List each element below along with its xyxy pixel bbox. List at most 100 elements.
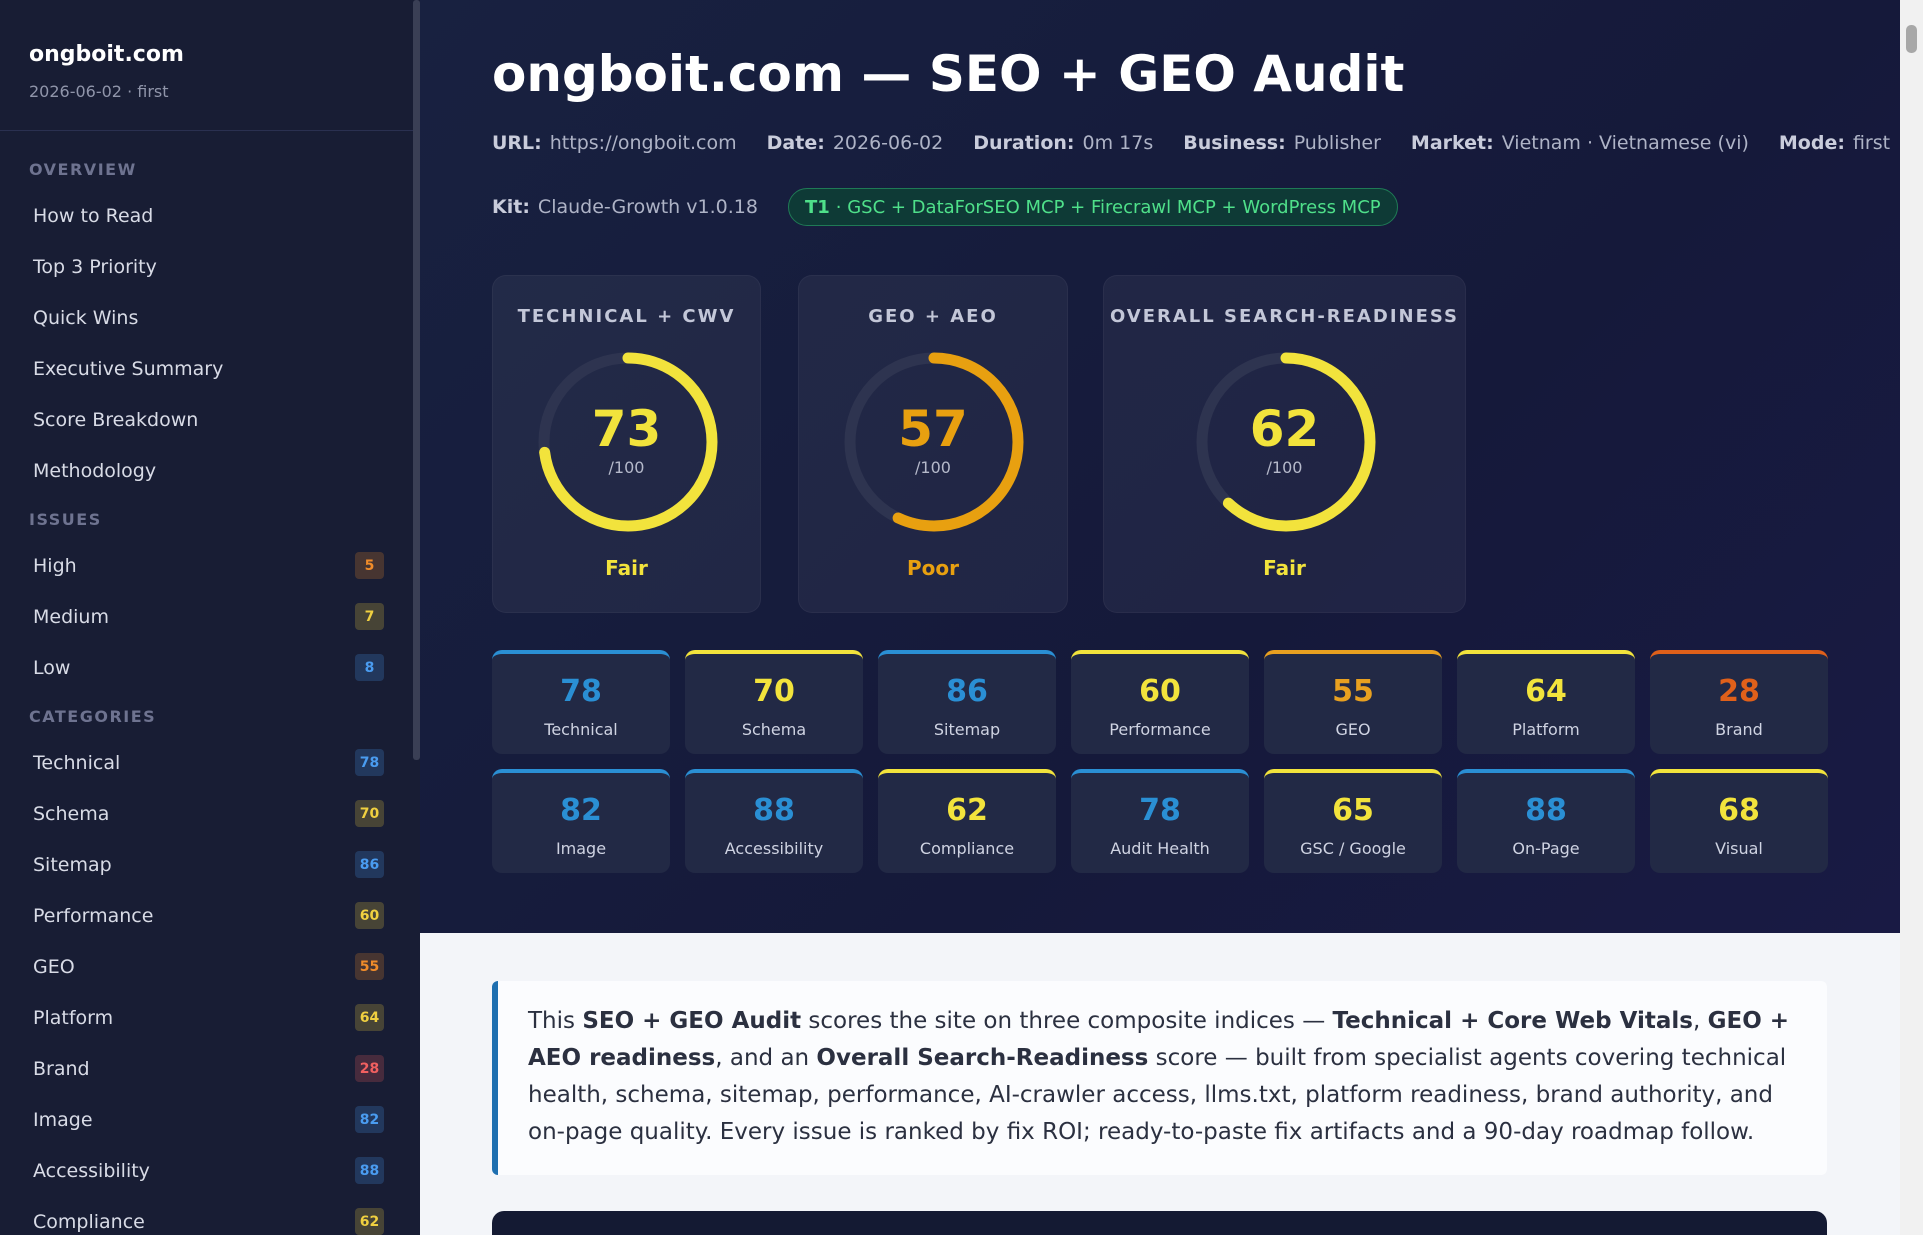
- gauge-max: /100: [1266, 458, 1303, 477]
- section-heading: CATEGORIES: [29, 707, 157, 726]
- score-tile[interactable]: 88 Accessibility: [685, 769, 863, 873]
- nav-item[interactable]: Quick Wins: [0, 292, 420, 343]
- nav-item[interactable]: Score Breakdown: [0, 394, 420, 445]
- nav-item[interactable]: Compliance 62: [0, 1196, 420, 1235]
- nav-item[interactable]: High 5: [0, 540, 420, 591]
- score-tile[interactable]: 68 Visual: [1650, 769, 1828, 873]
- meta-key: Market:: [1410, 132, 1494, 154]
- nav-label: Platform: [33, 1006, 114, 1029]
- score-tile[interactable]: 60 Performance: [1071, 650, 1249, 754]
- nav-item[interactable]: Performance 60: [0, 890, 420, 941]
- score-tile[interactable]: 65 GSC / Google: [1264, 769, 1442, 873]
- meta-value: 2026-06-02: [832, 132, 944, 154]
- tile-label: Brand: [1715, 720, 1763, 739]
- meta-key: Duration:: [973, 132, 1075, 154]
- nav-label: Image: [33, 1108, 93, 1131]
- tile-label: Performance: [1109, 720, 1211, 739]
- score-tile[interactable]: 62 Compliance: [878, 769, 1056, 873]
- count-badge: 62: [355, 1208, 384, 1235]
- nav-item[interactable]: Accessibility 88: [0, 1145, 420, 1196]
- tile-score: 70: [753, 674, 795, 709]
- section-heading: ISSUES: [29, 510, 102, 529]
- nav-section: ISSUES High 5 Medium 7 Low 8: [0, 510, 420, 693]
- tile-label: Compliance: [919, 839, 1015, 858]
- gauge-rating: Fair: [1263, 556, 1306, 580]
- emphasis: GEO + AEO readiness: [528, 1008, 1790, 1071]
- nav-item[interactable]: Brand 28: [0, 1043, 420, 1094]
- scrollbar[interactable]: [413, 0, 420, 760]
- count-badge: 7: [355, 603, 384, 630]
- nav-item[interactable]: Schema 70: [0, 788, 420, 839]
- tile-label: Audit Health: [1110, 839, 1210, 858]
- nav-label: Sitemap: [33, 853, 112, 876]
- tile-score: 60: [1139, 674, 1181, 709]
- nav-sections: OVERVIEW How to Read Top 3 Priority Quick W…: [0, 160, 420, 1235]
- nav-item[interactable]: Platform 64: [0, 992, 420, 1043]
- meta-value: 0m 17s: [1082, 132, 1154, 154]
- meta-value: Publisher: [1293, 132, 1381, 154]
- tile-score: 55: [1332, 674, 1374, 709]
- nav-label: Performance: [33, 904, 154, 927]
- meta-key: Business:: [1183, 132, 1286, 154]
- score-tile[interactable]: 64 Platform: [1457, 650, 1635, 754]
- section-heading: OVERVIEW: [29, 160, 137, 179]
- score-tile[interactable]: 78 Audit Health: [1071, 769, 1249, 873]
- kit-row: Kit: Claude-Growth v1.0.18 T1 · GSC + Data…: [492, 188, 1398, 226]
- tile-label: Accessibility: [724, 839, 824, 858]
- gauge-arc: [538, 352, 717, 532]
- gauge-rating: Fair: [605, 556, 648, 580]
- meta-key: URL:: [492, 132, 542, 154]
- meta-value: https://ongboit.com: [549, 132, 737, 154]
- page-scrollbar[interactable]: [1900, 0, 1923, 1235]
- nav-label: Score Breakdown: [33, 408, 199, 431]
- score-tile[interactable]: 78 Technical: [492, 650, 670, 754]
- count-badge: 82: [355, 1106, 384, 1133]
- gauge-card: TECHNICAL + CWV 73/100 Fair: [492, 275, 761, 613]
- nav-item[interactable]: Technical 78: [0, 737, 420, 788]
- emphasis: SEO + GEO Audit: [582, 1008, 802, 1034]
- score-tile[interactable]: 82 Image: [492, 769, 670, 873]
- page-title: ongboit.com — SEO + GEO Audit: [492, 45, 1405, 103]
- tile-score: 28: [1718, 674, 1760, 709]
- meta-item: Market: Vietnam · Vietnamese (vi): [1411, 132, 1749, 154]
- count-badge: 86: [355, 851, 384, 878]
- tile-label: Platform: [1512, 720, 1580, 739]
- tier-badge: T1 · GSC + DataForSEO MCP + Firecrawl MCP…: [787, 188, 1398, 226]
- score-tile[interactable]: 28 Brand: [1650, 650, 1828, 754]
- nav-item[interactable]: Sitemap 86: [0, 839, 420, 890]
- hero: ongboit.com — SEO + GEO Audit URL: https:…: [420, 0, 1900, 933]
- gauge-card: OVERALL SEARCH-READINESS 62/100 Fair: [1103, 275, 1466, 613]
- nav-item[interactable]: Executive Summary: [0, 343, 420, 394]
- score-tile[interactable]: 70 Schema: [685, 650, 863, 754]
- tier-text: · GSC + DataForSEO MCP + Firecrawl MCP +…: [835, 196, 1381, 218]
- meta-item: URL: https://ongboit.com: [492, 132, 737, 154]
- nav-item[interactable]: Top 3 Priority: [0, 241, 420, 292]
- nav-item[interactable]: Methodology: [0, 445, 420, 496]
- nav-label: Medium: [33, 605, 109, 628]
- next-panel: [492, 1211, 1827, 1235]
- nav-label: Top 3 Priority: [33, 255, 157, 278]
- score-tile[interactable]: 88 On-Page: [1457, 769, 1635, 873]
- tile-label: Image: [555, 839, 607, 858]
- meta-value: first: [1852, 132, 1891, 154]
- meta-value: Claude-Growth v1.0.18: [537, 196, 758, 218]
- score-tile[interactable]: 55 GEO: [1264, 650, 1442, 754]
- nav-label: High: [33, 554, 77, 577]
- nav-label: Executive Summary: [33, 357, 224, 380]
- intro-callout: This SEO + GEO Audit scores the site on …: [492, 981, 1827, 1175]
- tile-label: On-Page: [1512, 839, 1580, 858]
- score-tile[interactable]: 86 Sitemap: [878, 650, 1056, 754]
- nav-item[interactable]: How to Read: [0, 190, 420, 241]
- nav-item[interactable]: GEO 55: [0, 941, 420, 992]
- nav-label: Compliance: [33, 1210, 145, 1233]
- count-badge: 64: [355, 1004, 384, 1031]
- nav-item[interactable]: Low 8: [0, 642, 420, 693]
- nav-label: Accessibility: [33, 1159, 150, 1182]
- nav-item[interactable]: Medium 7: [0, 591, 420, 642]
- gauge-max: /100: [915, 458, 951, 477]
- gauge-arc: [844, 352, 1024, 532]
- nav-item[interactable]: Image 82: [0, 1094, 420, 1145]
- scroll-thumb[interactable]: [1906, 25, 1917, 53]
